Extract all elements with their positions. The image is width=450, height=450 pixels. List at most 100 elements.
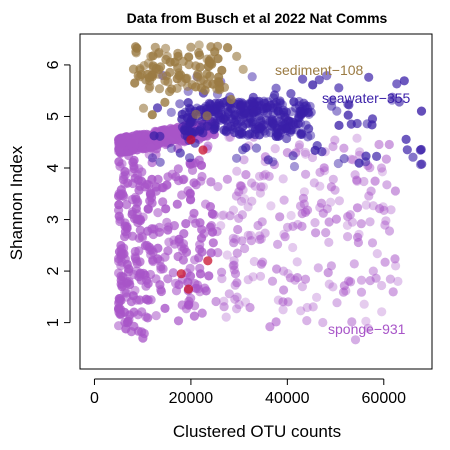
sediment-point: [131, 42, 141, 52]
sponge-point: [267, 276, 278, 286]
sponge-point: [344, 276, 354, 286]
sponge-point: [160, 303, 170, 313]
sponge-point: [190, 279, 200, 289]
sponge-point: [380, 257, 390, 267]
sponge-point: [130, 253, 141, 264]
seawater-point: [175, 148, 185, 158]
x-tick-label: 0: [90, 390, 99, 407]
seawater-point: [289, 161, 300, 172]
sponge-point: [256, 234, 266, 244]
sponge-point: [301, 149, 311, 159]
sponge-point: [169, 235, 179, 245]
sponge-point: [122, 277, 132, 287]
sponge-point: [230, 280, 240, 290]
sponge-point: [178, 255, 188, 265]
seawater-point: [333, 158, 343, 169]
sponge-point: [217, 267, 227, 277]
highlight-point: [198, 145, 208, 155]
highlight-point: [203, 256, 213, 266]
sponge-point: [368, 266, 378, 276]
sponge-point: [311, 228, 321, 238]
sponge-point: [258, 182, 268, 192]
sponge-point: [270, 144, 280, 154]
seawater-point: [308, 80, 318, 90]
sponge-point: [135, 225, 145, 235]
seawater-point: [230, 109, 240, 119]
sponge-point: [331, 214, 341, 224]
sponge-point: [232, 292, 242, 302]
sponge-point: [288, 242, 298, 253]
sponge-point: [229, 265, 239, 275]
sediment-point: [226, 94, 236, 105]
sponge-point: [228, 261, 238, 271]
sponge-point: [359, 176, 369, 187]
sponge-point: [137, 307, 147, 317]
seawater-point: [177, 122, 188, 132]
sponge-point: [114, 200, 124, 210]
seawater-point: [415, 145, 425, 155]
sponge-point: [260, 228, 270, 238]
sponge-point: [339, 143, 349, 153]
seawater-point: [261, 128, 271, 138]
sponge-point: [143, 313, 153, 323]
sponge-point: [300, 147, 310, 157]
sponge-point: [324, 237, 334, 247]
sponge-point: [185, 263, 195, 273]
x-axis: 0 20000 40000 60000: [90, 378, 406, 407]
sediment-point: [165, 86, 175, 97]
sponge-point: [170, 129, 180, 139]
sponge-point: [356, 219, 366, 229]
seawater-point: [402, 145, 412, 155]
sponge-point: [371, 273, 381, 283]
sponge-point: [247, 178, 257, 188]
sponge-point: [195, 263, 205, 273]
sponge-point: [319, 163, 329, 173]
sponge-point: [197, 225, 207, 235]
sponge-point: [326, 261, 336, 271]
sponge-point: [142, 275, 152, 285]
sponge-point: [126, 138, 136, 148]
highlight-point: [186, 135, 196, 145]
seawater-point: [247, 72, 257, 82]
seawater-point: [416, 106, 427, 116]
sponge-point: [161, 204, 171, 214]
sediment-point: [191, 109, 201, 119]
sponge-point: [114, 157, 124, 167]
sediment-point: [238, 64, 248, 74]
sponge-point: [285, 273, 295, 283]
sponge-point: [377, 307, 387, 317]
sponge-point: [213, 248, 223, 258]
seawater-point: [277, 124, 287, 135]
seawater-point: [294, 96, 304, 107]
sediment-point: [130, 78, 140, 88]
sponge-point: [296, 306, 306, 316]
sponge-point: [343, 212, 353, 222]
sponge-point: [119, 192, 129, 202]
sponge-point: [236, 196, 247, 206]
sponge-point: [207, 209, 217, 219]
sediment-point: [153, 49, 164, 59]
seawater-point: [222, 117, 232, 127]
sponge-point: [253, 220, 263, 231]
sponge-point: [256, 259, 266, 269]
sponge-point: [257, 217, 267, 227]
sponge-point: [372, 249, 382, 259]
sponge-point: [346, 154, 356, 164]
seawater-point: [387, 92, 397, 102]
sponge-point: [219, 302, 229, 312]
sponge-point: [324, 217, 334, 227]
sediment-point: [160, 97, 170, 107]
seawater-point: [282, 133, 292, 144]
sponge-point: [256, 182, 266, 192]
sponge-point: [246, 230, 256, 240]
sponge-point: [255, 234, 265, 245]
sediment-point: [191, 61, 201, 71]
sponge-point: [265, 322, 275, 332]
sponge-point: [247, 196, 257, 206]
sponge-point: [356, 287, 367, 297]
label-seawater: seawater−355: [322, 90, 411, 106]
sponge-point: [195, 240, 205, 250]
sponge-point: [381, 154, 391, 164]
sponge-point: [191, 218, 201, 228]
sediment-point: [210, 47, 220, 57]
